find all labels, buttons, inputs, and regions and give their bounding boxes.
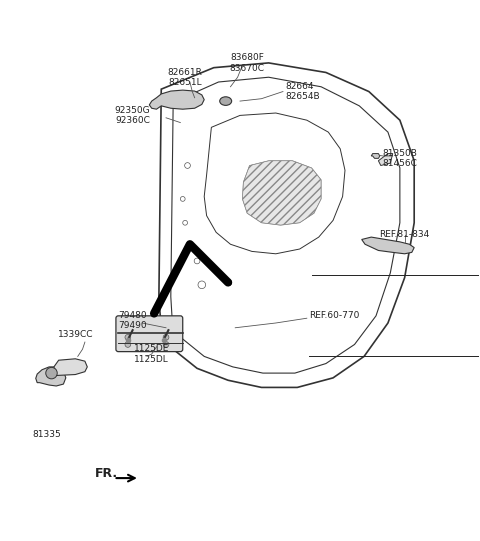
Circle shape [163, 334, 169, 340]
Text: REF.60-770: REF.60-770 [309, 311, 360, 320]
Text: 82664
82654B: 82664 82654B [285, 82, 320, 101]
Text: 1125DE
1125DL: 1125DE 1125DL [134, 345, 169, 364]
Circle shape [125, 341, 131, 347]
Polygon shape [242, 161, 321, 225]
Text: FR.: FR. [95, 467, 118, 480]
Polygon shape [54, 359, 87, 375]
Polygon shape [36, 367, 66, 386]
Polygon shape [149, 90, 204, 109]
Polygon shape [378, 154, 393, 166]
Ellipse shape [220, 97, 232, 105]
Polygon shape [362, 237, 414, 254]
Circle shape [163, 341, 169, 347]
FancyBboxPatch shape [116, 316, 183, 352]
Polygon shape [371, 154, 380, 159]
Text: 92350G
92360C: 92350G 92360C [115, 106, 150, 126]
Text: 82661R
82651L: 82661R 82651L [168, 68, 203, 87]
Text: 79480
79490: 79480 79490 [118, 311, 147, 331]
Circle shape [125, 334, 131, 340]
Circle shape [46, 367, 57, 379]
Text: 83680F
83670C: 83680F 83670C [229, 54, 264, 72]
Text: REF.81-834: REF.81-834 [380, 230, 430, 239]
Text: 81335: 81335 [32, 431, 61, 439]
Text: 1339CC: 1339CC [58, 330, 93, 339]
Text: 81350B
81456C: 81350B 81456C [383, 149, 417, 168]
